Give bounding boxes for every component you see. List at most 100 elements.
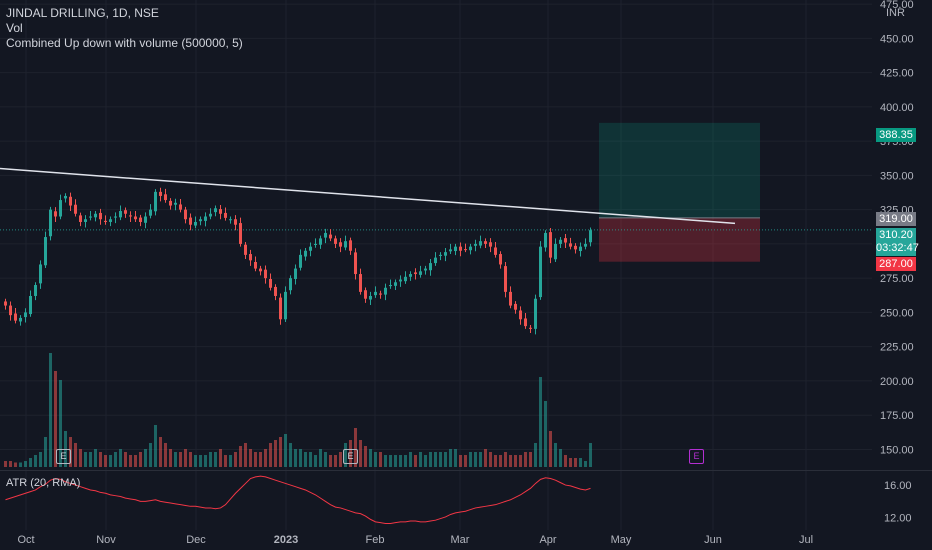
- candle-body: [439, 254, 442, 256]
- volume-bar: [294, 449, 297, 467]
- volume-bar: [439, 452, 442, 467]
- volume-bar: [394, 455, 397, 467]
- candle-body: [89, 216, 92, 218]
- candle-body: [104, 220, 107, 222]
- volume-bar: [214, 452, 217, 467]
- time-tick-label: Mar: [451, 534, 470, 546]
- volume-bar: [409, 452, 412, 467]
- candle-body: [254, 261, 257, 269]
- candle-body: [389, 285, 392, 287]
- candle-body: [489, 242, 492, 247]
- volume-indicator-label[interactable]: Vol: [6, 21, 23, 35]
- time-tick-label: Nov: [96, 534, 116, 546]
- candle-body: [249, 254, 252, 261]
- time-tick-label: Oct: [17, 534, 34, 546]
- price-tick-label: 475.00: [880, 0, 914, 11]
- candle-body: [484, 241, 487, 244]
- volume-bar: [354, 428, 357, 467]
- candle-body: [564, 238, 567, 243]
- bar-countdown: 03:32:47: [876, 242, 919, 254]
- volume-bar: [419, 452, 422, 467]
- volume-bar: [539, 377, 542, 467]
- candle-body: [474, 243, 477, 246]
- time-tick-label: Apr: [539, 534, 556, 546]
- candle-body: [534, 298, 537, 329]
- volume-bar: [109, 455, 112, 467]
- candle-body: [364, 290, 367, 299]
- price-tick-label: 400.00: [880, 102, 914, 114]
- candle-body: [4, 301, 7, 306]
- candle-body: [459, 246, 462, 251]
- volume-bar: [549, 431, 552, 467]
- earnings-badge-upcoming[interactable]: E: [689, 449, 704, 464]
- atr-axis: 16.00 12.00: [884, 480, 912, 525]
- candle-body: [274, 286, 277, 296]
- volume-bar: [149, 443, 152, 467]
- candle-body: [54, 211, 57, 217]
- candle-body: [259, 268, 262, 272]
- volume-bar: [299, 449, 302, 467]
- price-tick-label: 225.00: [880, 342, 914, 354]
- volume-bar: [379, 452, 382, 467]
- symbol-title[interactable]: JINDAL DRILLING, 1D, NSE: [6, 6, 159, 20]
- long-position-tool[interactable]: [0, 122, 872, 262]
- volume-bar: [59, 380, 62, 467]
- candle-body: [354, 252, 357, 275]
- volume-bar: [119, 449, 122, 467]
- candle-body: [559, 239, 562, 244]
- volume-bar: [499, 455, 502, 467]
- volume-bar: [469, 452, 472, 467]
- volume-bar: [29, 458, 32, 467]
- trendline[interactable]: [0, 167, 736, 225]
- candle-body: [464, 249, 467, 251]
- price-tick-label: 425.00: [880, 68, 914, 80]
- volume-bar: [259, 452, 262, 467]
- candle-body: [124, 210, 127, 214]
- candle-body: [19, 317, 22, 322]
- volume-bar: [504, 452, 507, 467]
- grid-lines: [0, 0, 932, 530]
- volume-bar: [579, 458, 582, 467]
- atr-pane: [5, 475, 591, 524]
- candle-body: [514, 303, 517, 310]
- candle-body: [539, 246, 542, 298]
- volume-bar: [314, 455, 317, 467]
- atr-line: [5, 475, 591, 524]
- volume-bar: [199, 455, 202, 467]
- target-price-tag: 388.35: [876, 128, 916, 142]
- candle-body: [454, 246, 457, 252]
- candle-body: [34, 285, 37, 296]
- volume-bar: [184, 449, 187, 467]
- candle-body: [444, 252, 447, 256]
- candle-body: [44, 237, 47, 266]
- candle-body: [99, 212, 102, 220]
- volume-bar: [459, 455, 462, 467]
- volume-bar: [54, 371, 57, 467]
- earnings-badge[interactable]: E: [56, 449, 71, 464]
- atr-tick-label: 16.00: [884, 480, 912, 492]
- atr-indicator-label[interactable]: ATR (20, RMA): [6, 477, 81, 489]
- volume-bar: [269, 443, 272, 467]
- volume-bar: [334, 455, 337, 467]
- candle-body: [309, 246, 312, 251]
- candle-body: [214, 208, 217, 213]
- currency-label: INR: [886, 7, 905, 19]
- volume-bar: [484, 449, 487, 467]
- loss-zone: [599, 217, 760, 262]
- updown-indicator-label[interactable]: Combined Up down with volume (500000, 5): [6, 36, 243, 50]
- volume-bar: [89, 452, 92, 467]
- volume-bar: [194, 455, 197, 467]
- candle-body: [589, 230, 592, 243]
- time-tick-label: May: [611, 534, 632, 546]
- volume-bar: [454, 449, 457, 467]
- earnings-badge[interactable]: E: [343, 449, 358, 464]
- volume-bar: [554, 443, 557, 467]
- time-axis[interactable]: Oct Nov Dec 2023 Feb Mar Apr May Jun Jul: [17, 534, 813, 546]
- candle-body: [329, 234, 332, 239]
- trendline-segment: [0, 167, 736, 225]
- volume-bar: [34, 455, 37, 467]
- candle-body: [114, 216, 117, 218]
- candle-body: [334, 238, 337, 244]
- volume-bar: [74, 443, 77, 467]
